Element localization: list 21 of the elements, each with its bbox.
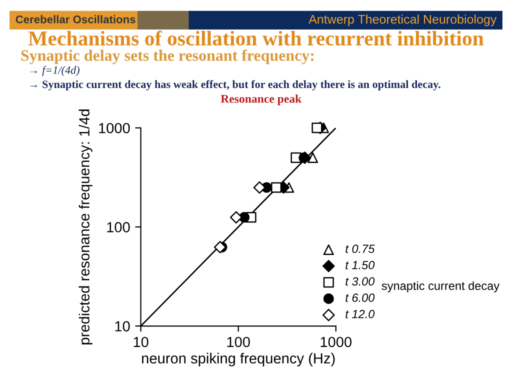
text: Cerebellar Oscillations	[16, 15, 136, 24]
x-tick-label: 100	[227, 336, 250, 348]
legend-label: t 12.0	[346, 310, 375, 318]
y-tick-label: 1000	[99, 122, 130, 134]
x-axis-title: neuron spiking frequency (Hz)	[142, 352, 335, 366]
text: → Synaptic current decay has weak effect, but for each delay there is an optimal decay.	[30, 80, 440, 90]
text: Antwerp Theoretical Neurobiology	[308, 14, 497, 26]
text: → f=1/(4d)	[30, 66, 80, 76]
legend-label: t 1.50	[346, 260, 375, 270]
legend-label: t 3.00	[346, 277, 375, 286]
text: Resonance peak	[220, 94, 302, 106]
y-axis-title: predicted resonance frequency: 1/4d	[78, 110, 92, 344]
chart-title: Mechanisms of oscillation with recurrent inhibition	[28, 30, 484, 46]
legend-label: t 6.00	[346, 294, 375, 302]
chart-subtitle: Synaptic delay sets the resonant frequency:	[21, 49, 314, 64]
x-tick-label: 1000	[320, 336, 352, 348]
y-tick-label: 100	[107, 222, 130, 232]
y-tick-label: 10	[115, 321, 130, 332]
x-tick-label: 10	[134, 336, 148, 348]
legend-label: t 0.75	[346, 244, 375, 253]
legend-title: synaptic current decay	[382, 281, 500, 292]
